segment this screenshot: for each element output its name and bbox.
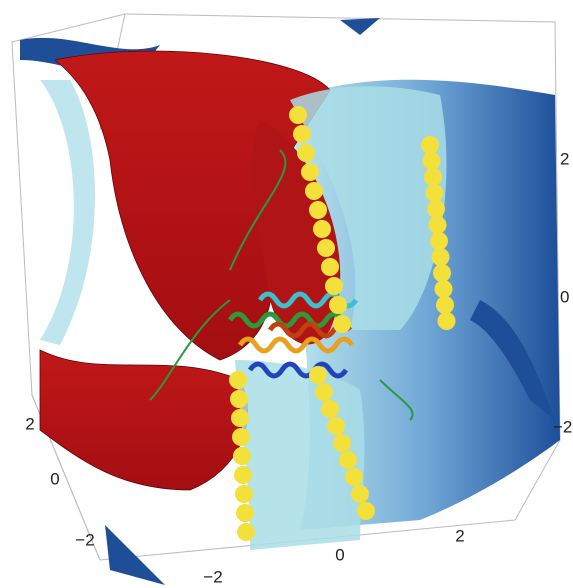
- bottom-tick: 2: [455, 526, 464, 545]
- lipid-head: [315, 383, 333, 401]
- lipid-head: [426, 184, 444, 202]
- right-tick: 0: [560, 287, 569, 306]
- lipid-head: [305, 182, 323, 200]
- figure: 2 0 −2 −2 0 2 2 0 −2: [0, 0, 573, 588]
- lipid-head: [421, 136, 439, 154]
- lipid-head: [231, 409, 249, 427]
- lipid-head: [432, 248, 450, 266]
- lipid-head: [438, 312, 456, 330]
- left-tick: −2: [75, 530, 94, 549]
- lipid-head: [329, 296, 347, 314]
- lipid-head: [433, 264, 451, 282]
- lipid-head: [313, 220, 331, 238]
- lipid-head: [233, 447, 251, 465]
- lipid-head: [317, 239, 335, 257]
- lipid-head: [357, 502, 375, 520]
- lipid-head: [435, 280, 453, 298]
- lipid-head: [297, 144, 315, 162]
- lipid-head: [289, 106, 307, 124]
- lipid-head: [232, 428, 250, 446]
- right-tick: −2: [553, 417, 572, 436]
- lipid-head: [309, 366, 327, 384]
- red-surface: [40, 350, 248, 490]
- lipid-head: [321, 258, 339, 276]
- lipid-head: [345, 468, 363, 486]
- blue-fin: [340, 18, 380, 35]
- lipid-head: [321, 400, 339, 418]
- lipid-head: [327, 417, 345, 435]
- lipid-head: [333, 434, 351, 452]
- lipid-head: [325, 277, 343, 295]
- lipid-head: [236, 504, 254, 522]
- lipid-head: [301, 163, 319, 181]
- lipid-head: [423, 152, 441, 170]
- lipid-head: [424, 168, 442, 186]
- lipid-head: [339, 451, 357, 469]
- lipid-head: [230, 390, 248, 408]
- left-tick: 2: [25, 414, 34, 433]
- right-tick: 2: [560, 149, 569, 168]
- render: 2 0 −2 −2 0 2 2 0 −2: [0, 0, 573, 588]
- bottom-tick: −2: [203, 567, 222, 586]
- lipid-head: [229, 371, 247, 389]
- lipid-head: [237, 523, 255, 541]
- lipid-head: [309, 201, 327, 219]
- lipid-head: [235, 485, 253, 503]
- lipid-head: [333, 315, 351, 333]
- lipid-head: [293, 125, 311, 143]
- lipid-head: [234, 466, 252, 484]
- lipid-head: [430, 232, 448, 250]
- lipid-head: [351, 485, 369, 503]
- left-tick: 0: [50, 469, 59, 488]
- bottom-tick: 0: [335, 545, 344, 564]
- lipid-head: [427, 200, 445, 218]
- lipid-head: [429, 216, 447, 234]
- lipid-head: [436, 296, 454, 314]
- cyan-surface: [40, 80, 95, 345]
